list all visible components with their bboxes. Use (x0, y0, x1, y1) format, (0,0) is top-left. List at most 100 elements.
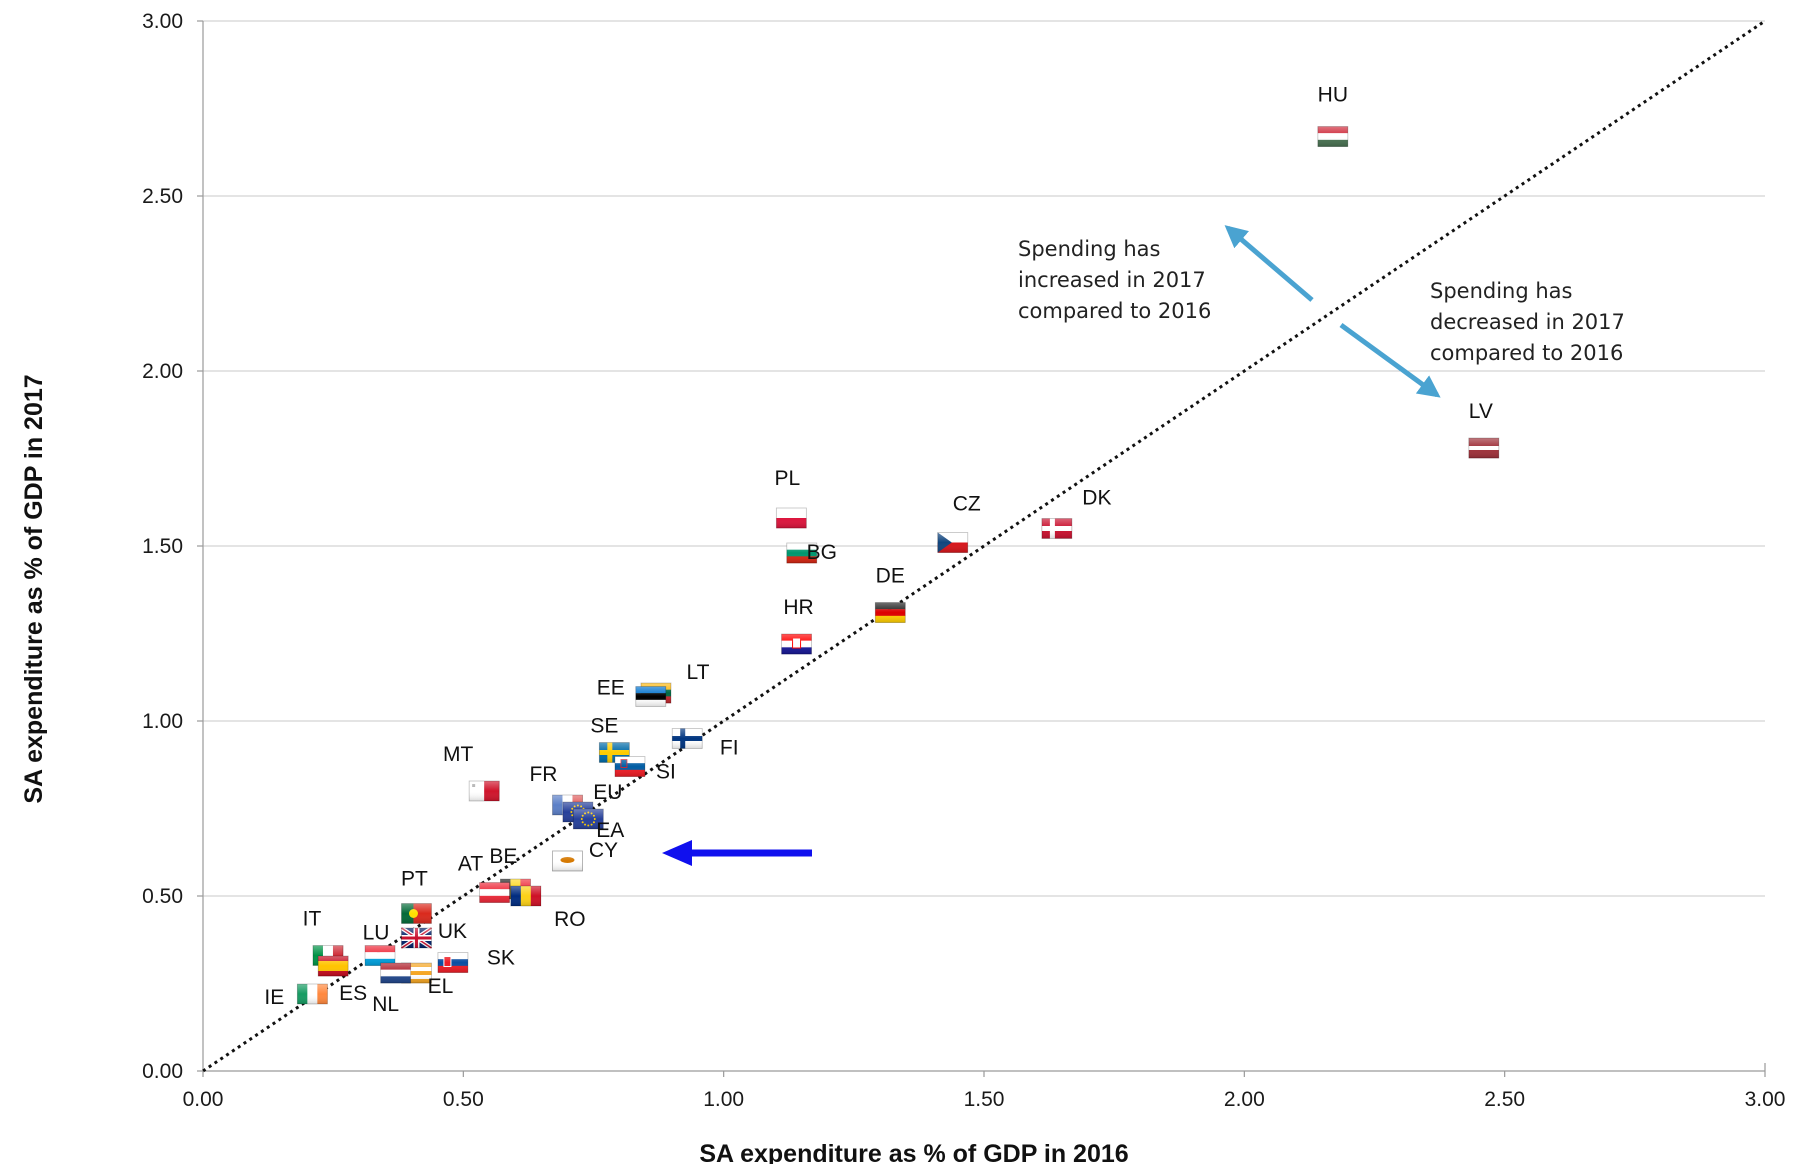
point-nl: NL (372, 962, 412, 1016)
point-label-nl: NL (372, 993, 399, 1016)
y-tick-label-3: 1.50 (142, 535, 183, 558)
increase-annotation: Spending has increased in 2017 compared … (1018, 237, 1211, 323)
luxembourg-flag-icon (364, 945, 396, 966)
finland-flag-icon (671, 728, 703, 749)
point-label-pl: PL (775, 467, 801, 490)
denmark-flag-icon (1041, 518, 1073, 539)
gridlines (203, 20, 1765, 897)
point-cy: CY (552, 839, 618, 872)
point-label-el: EL (428, 975, 454, 998)
point-label-hr: HR (783, 596, 813, 619)
point-label-cy: CY (589, 839, 618, 862)
point-label-fi: FI (720, 737, 739, 760)
eu-flag-icon (572, 808, 604, 830)
point-label-es: ES (339, 982, 367, 1005)
point-ro: RO (510, 885, 586, 931)
point-bg: BG (786, 541, 837, 564)
point-fi: FI (671, 728, 739, 760)
tick-labels: 0.00 0.50 1.00 1.50 2.00 2.50 3.00 0.00 0.50 1.00… (142, 10, 1785, 1111)
y-tick-label-1: 0.50 (142, 885, 183, 908)
point-label-ea: EA (596, 819, 624, 842)
croatia-flag-icon (781, 633, 812, 655)
point-label-ie: IE (264, 986, 284, 1009)
point-label-hu: HU (1318, 84, 1348, 107)
point-label-it: IT (303, 908, 322, 931)
netherlands-flag-icon (380, 962, 412, 984)
y-tick-label-5: 2.50 (142, 185, 183, 208)
x-tick-label-1: 0.50 (443, 1088, 484, 1111)
point-label-bg: BG (807, 541, 837, 564)
point-at: AT (458, 853, 510, 903)
germany-flag-icon (874, 602, 906, 623)
point-label-uk: UK (438, 920, 467, 943)
x-tick-label-3: 1.50 (964, 1088, 1005, 1111)
uk-flag-icon (400, 926, 433, 950)
x-tick-label-6: 3.00 (1745, 1088, 1786, 1111)
decrease-arrow (1339, 322, 1441, 398)
point-pt: PT (401, 868, 432, 924)
estonia-flag-icon (635, 686, 667, 707)
point-lv: LV (1468, 400, 1500, 459)
y-tick-label-4: 2.00 (142, 360, 183, 383)
romania-flag-icon (510, 885, 542, 907)
increase-arrow (1224, 225, 1314, 302)
x-tick-label-5: 2.50 (1484, 1088, 1525, 1111)
poland-flag-icon (775, 507, 807, 529)
x-tick-label-2: 1.00 (703, 1088, 744, 1111)
point-hr: HR (781, 596, 814, 655)
y-axis-title: SA expenditure as % of GDP in 2017 (20, 374, 48, 803)
point-label-eu: EU (593, 781, 622, 804)
point-es: ES (317, 955, 367, 1005)
point-label-lv: LV (1469, 400, 1493, 423)
ireland-flag-icon (296, 983, 328, 1005)
y-tick-label-0: 0.00 (142, 1060, 183, 1083)
portugal-flag-icon (401, 903, 432, 924)
point-si: SI (614, 756, 676, 784)
point-mt: MT (443, 743, 500, 802)
point-dk: DK (1041, 487, 1111, 539)
point-ea: EA (572, 808, 624, 842)
austria-flag-icon (479, 882, 510, 903)
x-axis-title: SA expenditure as % of GDP in 2016 (699, 1140, 1128, 1164)
point-hu: HU (1317, 84, 1349, 147)
point-label-dk: DK (1082, 487, 1111, 510)
point-ee: EE (597, 677, 667, 707)
latvia-flag-icon (1468, 437, 1500, 459)
x-tick-label-4: 2.00 (1224, 1088, 1265, 1111)
point-label-be: BE (489, 845, 517, 868)
point-lu: LU (363, 922, 396, 966)
point-se: SE (590, 715, 630, 763)
decrease-note-line-1: Spending has (1430, 279, 1573, 303)
czechia-flag-icon (937, 532, 969, 553)
point-label-lu: LU (363, 922, 390, 945)
cyprus-flag-icon (552, 850, 583, 872)
point-label-sk: SK (487, 947, 515, 970)
point-label-cz: CZ (953, 493, 981, 516)
decrease-note-line-2: decreased in 2017 (1430, 310, 1625, 334)
point-ie: IE (264, 983, 328, 1009)
point-label-pt: PT (401, 868, 428, 891)
point-sk: SK (437, 947, 515, 973)
point-uk: UK (400, 920, 467, 950)
diagonal-reference-line (202, 19, 1766, 1073)
point-label-fr: FR (529, 763, 557, 786)
increase-note-line-3: compared to 2016 (1018, 299, 1211, 323)
decrease-note-line-3: compared to 2016 (1430, 341, 1623, 365)
increase-note-line-2: increased in 2017 (1018, 268, 1206, 292)
y-tick-label-6: 3.00 (142, 10, 183, 33)
point-label-ee: EE (597, 677, 625, 700)
increase-note-line-1: Spending has (1018, 237, 1161, 261)
x-tick-label-0: 0.00 (183, 1088, 224, 1111)
bulgaria-flag-icon (786, 542, 818, 564)
point-label-at: AT (458, 853, 483, 876)
y-tick-label-2: 1.00 (142, 710, 183, 733)
hungary-flag-icon (1317, 126, 1349, 147)
point-label-lt: LT (687, 661, 710, 684)
point-label-mt: MT (443, 743, 473, 766)
point-pl: PL (775, 467, 807, 529)
spain-flag-icon (317, 955, 349, 977)
point-de: DE (874, 565, 906, 623)
point-label-si: SI (656, 761, 676, 784)
